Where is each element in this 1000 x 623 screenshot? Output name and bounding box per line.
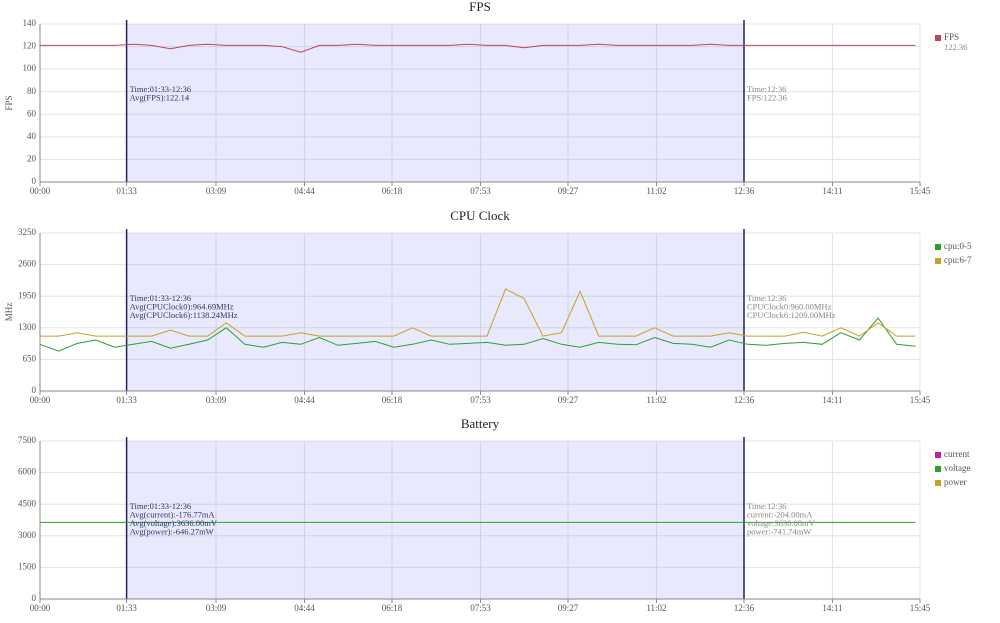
x-tick-label: 15:45 <box>910 186 931 196</box>
x-tick-label: 12:36 <box>734 603 755 613</box>
y-tick-label: 6000 <box>18 467 37 477</box>
x-tick-label: 01:33 <box>116 395 137 405</box>
legend-label[interactable]: cpu:0-5 <box>944 241 972 251</box>
cursor-annotation: Time:12:36 <box>747 293 786 303</box>
x-tick-label: 11:02 <box>646 395 666 405</box>
legend-swatch <box>935 35 941 41</box>
y-tick-label: 20 <box>27 153 37 163</box>
y-tick-label: 40 <box>27 131 37 141</box>
y-tick-label: 3000 <box>18 530 37 540</box>
selection-range <box>126 441 745 599</box>
selection-annotation: Avg(CPUClock6):1138.24MHz <box>130 310 238 320</box>
legend-swatch <box>935 258 941 264</box>
selection-annotation: Avg(CPUClock0):964.69MHz <box>130 301 234 311</box>
legend-value: 122.36 <box>944 42 967 52</box>
x-tick-label: 01:33 <box>116 603 137 613</box>
x-tick-label: 06:18 <box>382 186 403 196</box>
x-tick-label: 11:02 <box>646 186 666 196</box>
legend-swatch <box>935 480 941 486</box>
y-tick-label: 120 <box>23 41 37 51</box>
x-tick-label: 14:11 <box>822 603 842 613</box>
y-tick-label: 140 <box>23 18 37 28</box>
y-axis-label: MHz <box>4 303 14 322</box>
y-tick-label: 100 <box>23 63 37 73</box>
selection-annotation: Avg(current):-176.77mA <box>130 509 216 519</box>
x-tick-label: 09:27 <box>558 603 579 613</box>
y-axis-label: FPS <box>4 95 14 110</box>
legend-label[interactable]: power <box>944 477 967 487</box>
cursor-annotation: power:-741.74mW <box>747 526 811 536</box>
x-tick-label: 04:44 <box>294 603 315 613</box>
x-tick-label: 07:53 <box>470 603 491 613</box>
x-tick-label: 00:00 <box>30 603 51 613</box>
x-tick-label: 12:36 <box>734 186 755 196</box>
y-tick-label: 60 <box>27 108 37 118</box>
x-tick-label: 15:45 <box>910 395 931 405</box>
cursor-annotation: voltage:3636.00mV <box>747 518 816 528</box>
y-tick-label: 2600 <box>18 259 37 269</box>
selection-annotation: Avg(FPS):122.14 <box>130 92 190 102</box>
x-tick-label: 15:45 <box>910 603 931 613</box>
x-tick-label: 07:53 <box>470 186 491 196</box>
y-tick-label: 7500 <box>18 435 37 445</box>
legend-swatch <box>935 244 941 250</box>
y-tick-label: 3250 <box>18 227 37 237</box>
cursor-annotation: CPUClock6:1209.00MHz <box>747 310 836 320</box>
x-tick-label: 01:33 <box>116 186 137 196</box>
y-tick-label: 4500 <box>18 498 37 508</box>
x-tick-label: 04:44 <box>294 186 315 196</box>
legend-label[interactable]: FPS <box>944 32 959 42</box>
y-tick-label: 1300 <box>18 322 37 332</box>
legend-label[interactable]: voltage <box>944 463 971 473</box>
x-tick-label: 12:36 <box>734 395 755 405</box>
x-tick-label: 04:44 <box>294 395 315 405</box>
chart-title: Battery <box>461 416 500 431</box>
cursor-annotation: Time:12:36 <box>747 84 786 94</box>
cursor-annotation: FPS:122.36 <box>747 92 787 102</box>
x-tick-label: 09:27 <box>558 395 579 405</box>
x-tick-label: 06:18 <box>382 603 403 613</box>
x-tick-label: 07:53 <box>470 395 491 405</box>
y-tick-label: 80 <box>27 86 37 96</box>
x-tick-label: 14:11 <box>822 186 842 196</box>
y-tick-label: 650 <box>23 353 37 363</box>
cursor-annotation: current:-204.00mA <box>747 509 813 519</box>
chart-title: FPS <box>469 0 491 14</box>
legend-swatch <box>935 466 941 472</box>
series-line <box>40 43 916 53</box>
y-tick-label: 0 <box>32 385 37 395</box>
x-tick-label: 03:09 <box>206 395 227 405</box>
y-tick-label: 1500 <box>18 561 37 571</box>
cursor-annotation: CPUClock0:960.00MHz <box>747 301 832 311</box>
x-tick-label: 00:00 <box>30 395 51 405</box>
selection-range <box>126 24 745 182</box>
selection-annotation: Time:01:33-12:36 <box>130 84 192 94</box>
legend-swatch <box>935 452 941 458</box>
x-tick-label: 03:09 <box>206 186 227 196</box>
y-tick-label: 0 <box>32 176 37 186</box>
series-line <box>39 317 916 352</box>
y-tick-label: 0 <box>32 593 37 603</box>
x-tick-label: 09:27 <box>558 186 579 196</box>
selection-annotation: Avg(power):-646.27mW <box>130 526 214 536</box>
cursor-annotation: Time:12:36 <box>747 501 786 511</box>
chart-title: CPU Clock <box>450 208 510 223</box>
x-tick-label: 11:02 <box>646 603 666 613</box>
selection-annotation: Time:01:33-12:36 <box>130 501 192 511</box>
selection-annotation: Time:01:33-12:36 <box>130 293 192 303</box>
y-tick-label: 1950 <box>18 290 37 300</box>
x-tick-label: 03:09 <box>206 603 227 613</box>
x-tick-label: 14:11 <box>822 395 842 405</box>
legend-label[interactable]: cpu:6-7 <box>944 255 972 265</box>
legend-label[interactable]: current <box>944 449 970 459</box>
series-line <box>40 288 916 337</box>
selection-annotation: Avg(voltage):3636.00mV <box>130 518 218 528</box>
selection-range <box>126 233 745 391</box>
x-tick-label: 06:18 <box>382 395 403 405</box>
x-tick-label: 00:00 <box>30 186 51 196</box>
